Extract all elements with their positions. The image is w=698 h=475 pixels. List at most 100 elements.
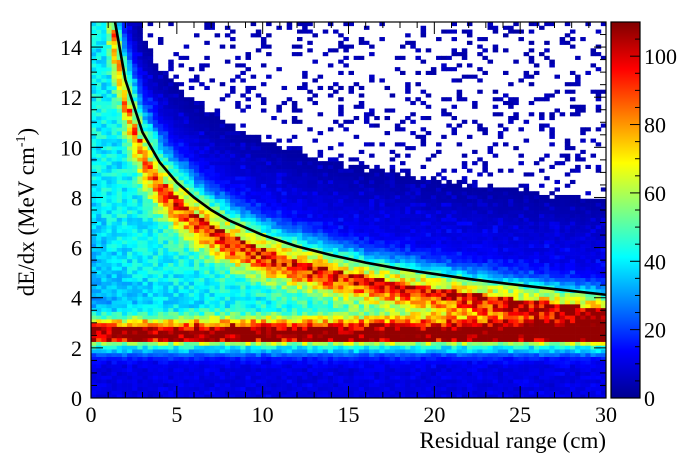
- heatmap-cell: [260, 311, 267, 316]
- heatmap-cell: [142, 183, 148, 188]
- heatmap-cell: [152, 285, 159, 290]
- heatmap-cell: [322, 330, 329, 335]
- heatmap-cell: [297, 300, 303, 305]
- heatmap-cell: [245, 228, 251, 233]
- heatmap-cell: [363, 292, 370, 297]
- heatmap-cell: [121, 172, 128, 177]
- heatmap-cell: [348, 236, 354, 241]
- heatmap-cell: [327, 93, 334, 98]
- heatmap-cell: [286, 176, 293, 181]
- heatmap-cell: [106, 25, 112, 30]
- heatmap-cell: [127, 371, 133, 376]
- heatmap-cell: [183, 330, 190, 335]
- heatmap-cell: [188, 187, 195, 192]
- heatmap-cell: [297, 221, 303, 226]
- heatmap-cell: [302, 183, 308, 188]
- heatmap-cell: [240, 108, 246, 113]
- heatmap-cell: [152, 345, 159, 350]
- heatmap-cell: [312, 319, 318, 324]
- heatmap-cell: [137, 349, 143, 354]
- heatmap-cell: [271, 307, 277, 312]
- heatmap-cell: [127, 97, 133, 102]
- heatmap-cell: [255, 258, 262, 263]
- heatmap-cell: [230, 382, 236, 388]
- heatmap-cell: [302, 288, 308, 294]
- heatmap-cell: [157, 288, 164, 294]
- heatmap-cell: [204, 55, 210, 60]
- heatmap-cell: [152, 74, 159, 79]
- heatmap-cell: [302, 352, 308, 357]
- heatmap-cell: [281, 210, 288, 215]
- heatmap-cell: [343, 322, 349, 327]
- heatmap-cell: [194, 319, 200, 324]
- heatmap-cell: [245, 334, 251, 339]
- heatmap-cell: [204, 352, 210, 357]
- heatmap-cell: [307, 258, 313, 263]
- heatmap-cell: [405, 360, 411, 365]
- heatmap-cell: [101, 277, 107, 282]
- heatmap-cell: [168, 206, 174, 211]
- heatmap-cell: [178, 232, 185, 237]
- heatmap-cell: [116, 29, 123, 34]
- heatmap-cell: [271, 367, 277, 373]
- heatmap-cell: [173, 307, 179, 312]
- heatmap-cell: [204, 127, 210, 132]
- heatmap-cell: [271, 187, 277, 192]
- heatmap-cell: [338, 360, 344, 365]
- heatmap-cell: [353, 288, 360, 294]
- heatmap-cell: [132, 116, 138, 121]
- heatmap-cell: [137, 315, 143, 320]
- heatmap-cell: [173, 277, 179, 282]
- heatmap-cell: [276, 360, 282, 365]
- heatmap-cell: [219, 349, 226, 354]
- heatmap-cell: [281, 382, 288, 388]
- heatmap-cell: [163, 386, 169, 391]
- heatmap-cell: [204, 63, 210, 68]
- heatmap-cell: [291, 213, 298, 218]
- heatmap-cell: [400, 119, 406, 124]
- heatmap-cell: [343, 191, 349, 196]
- heatmap-cell: [173, 334, 179, 339]
- heatmap-cell: [147, 183, 154, 188]
- heatmap-cell: [286, 292, 293, 297]
- heatmap-cell: [297, 22, 303, 27]
- heatmap-cell: [157, 172, 164, 177]
- heatmap-cell: [338, 382, 344, 388]
- heatmap-cell: [405, 33, 411, 38]
- heatmap-cell: [348, 255, 354, 260]
- heatmap-cell: [358, 371, 365, 376]
- heatmap-cell: [410, 390, 416, 395]
- heatmap-cell: [152, 164, 159, 169]
- heatmap-cell: [132, 63, 138, 68]
- heatmap-cell: [101, 394, 107, 399]
- heatmap-cell: [152, 247, 159, 252]
- heatmap-cell: [183, 146, 190, 151]
- heatmap-cell: [286, 183, 293, 188]
- heatmap-cell: [137, 337, 143, 342]
- heatmap-cell: [163, 345, 169, 350]
- heatmap-cell: [338, 304, 344, 309]
- heatmap-cell: [276, 25, 282, 30]
- heatmap-cell: [353, 273, 360, 279]
- heatmap-cell: [276, 281, 282, 286]
- heatmap-cell: [286, 157, 293, 162]
- heatmap-cell: [369, 345, 375, 350]
- heatmap-cell: [312, 191, 318, 196]
- heatmap-cell: [312, 304, 318, 309]
- heatmap-cell: [214, 247, 221, 252]
- heatmap-cell: [142, 322, 148, 327]
- heatmap-cell: [400, 364, 406, 369]
- heatmap-cell: [132, 394, 138, 399]
- heatmap-cell: [286, 322, 293, 327]
- heatmap-cell: [286, 319, 293, 324]
- heatmap-cell: [111, 37, 118, 42]
- heatmap-cell: [96, 330, 102, 335]
- heatmap-cell: [137, 172, 143, 177]
- heatmap-cell: [286, 251, 293, 256]
- heatmap-cell: [384, 194, 391, 200]
- heatmap-cell: [369, 360, 375, 365]
- heatmap-cell: [235, 74, 241, 79]
- heatmap-cell: [405, 116, 411, 121]
- heatmap-cell: [214, 243, 221, 248]
- heatmap-cell: [297, 187, 303, 192]
